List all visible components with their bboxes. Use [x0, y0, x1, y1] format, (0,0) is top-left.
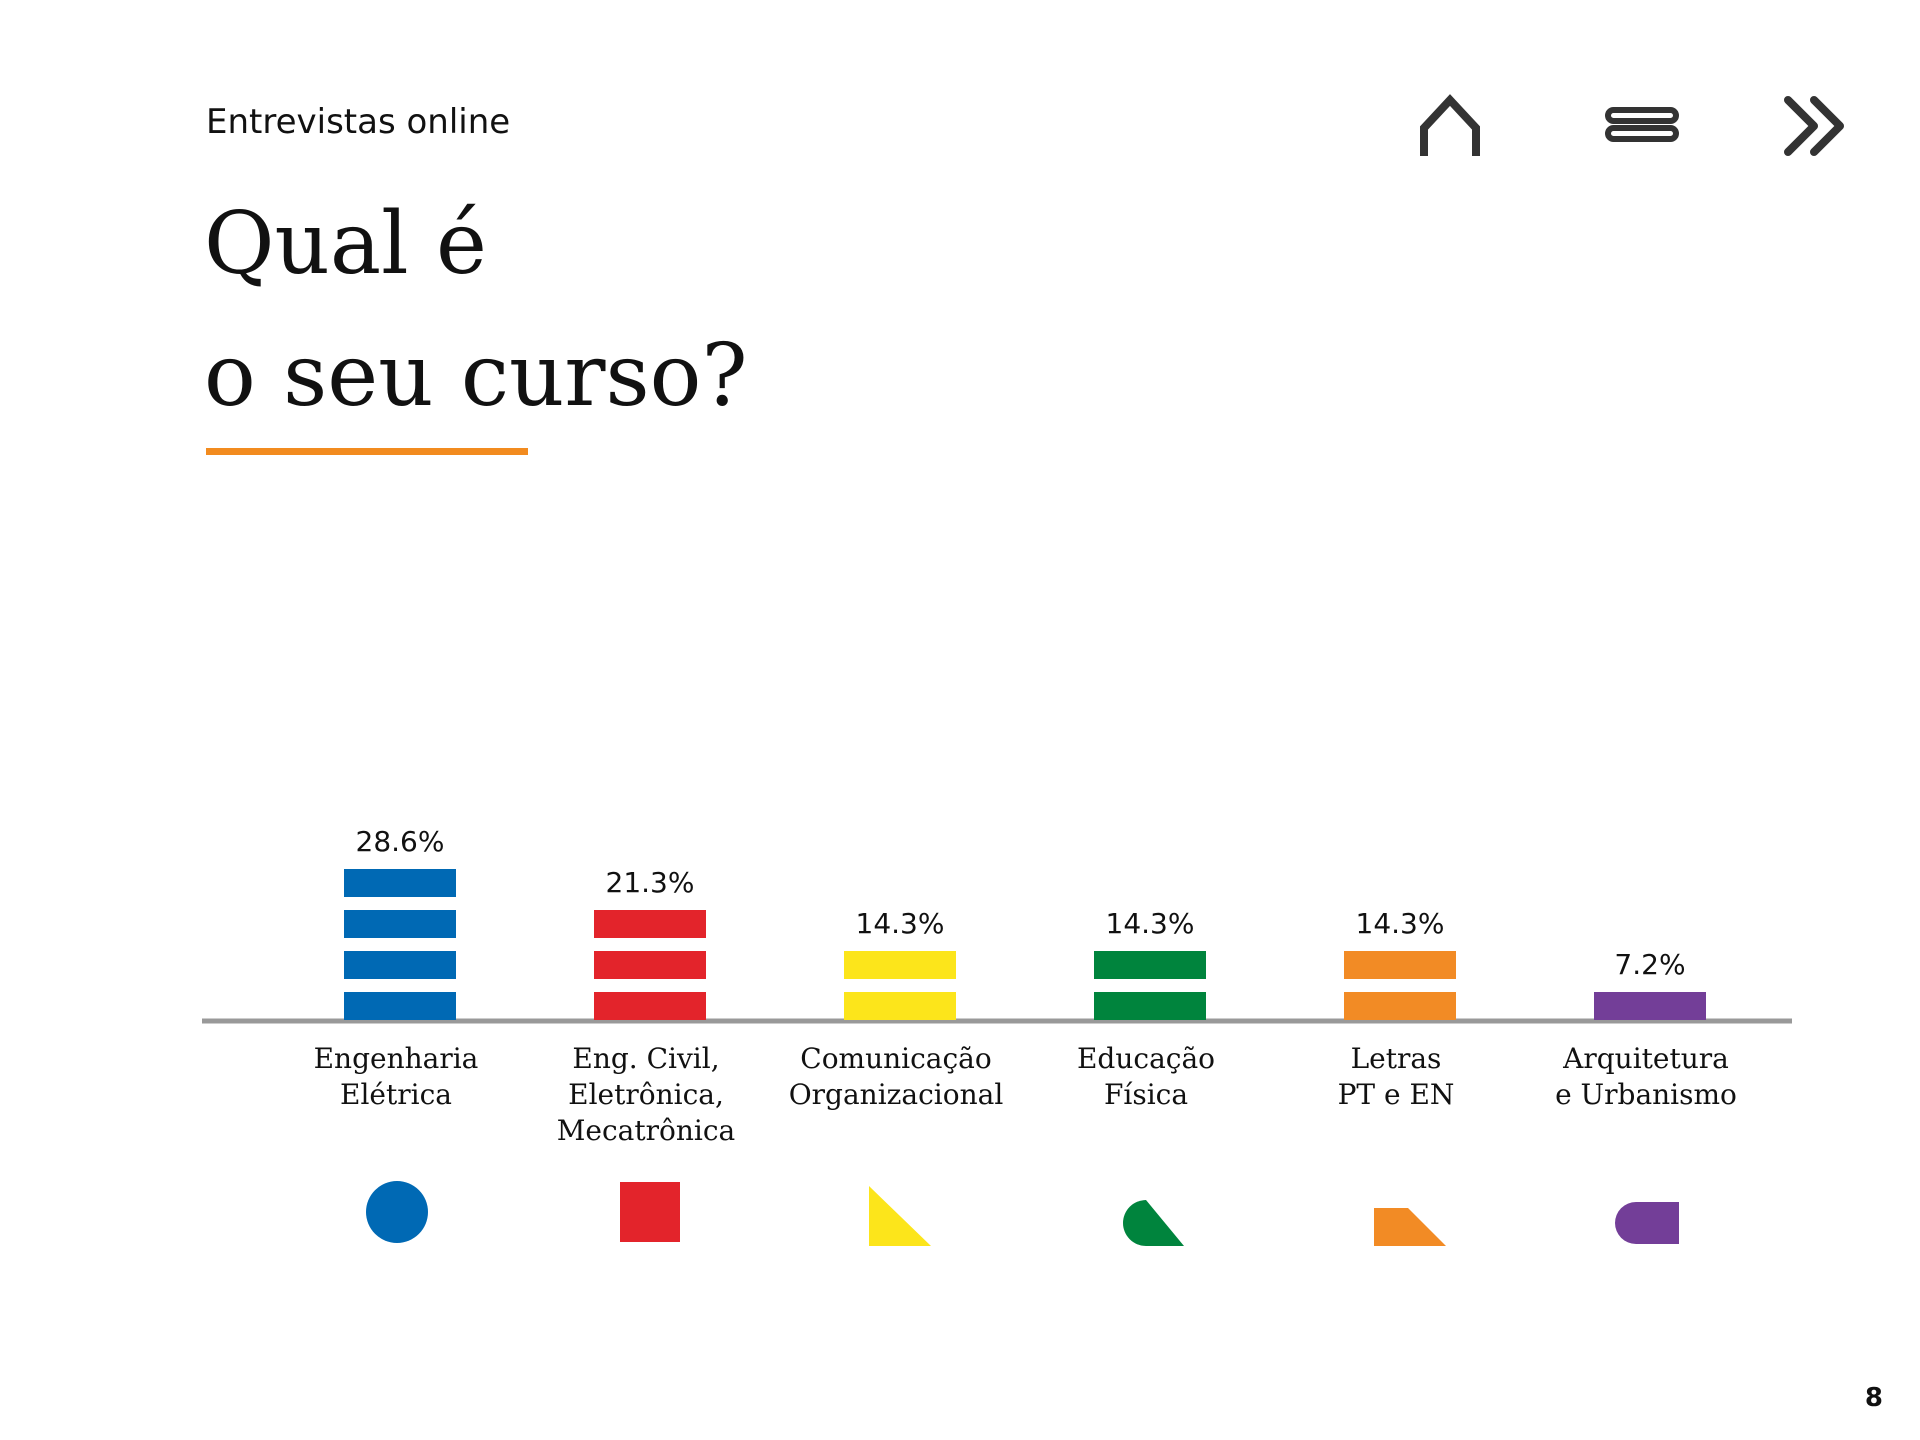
category-label: PT e EN — [1338, 1078, 1455, 1111]
bar-segment — [344, 951, 456, 979]
category-label: Elétrica — [340, 1078, 452, 1111]
page-title-line-2: o seu curso? — [204, 326, 748, 426]
bar-value-label: 14.3% — [1106, 907, 1195, 940]
trapezoid-shape-icon — [1374, 1208, 1446, 1246]
menu-icon — [1605, 107, 1679, 142]
bar-segment — [344, 910, 456, 938]
page-number: 8 — [1864, 1383, 1883, 1413]
title-underline — [206, 448, 528, 455]
category-label: Mecatrônica — [557, 1114, 735, 1147]
category-label: Comunicação — [800, 1042, 991, 1075]
bar-value-label: 21.3% — [606, 866, 695, 899]
bar-segment — [594, 910, 706, 938]
home-button[interactable] — [1410, 82, 1490, 162]
triangle-shape-icon — [869, 1186, 931, 1246]
category-label: Educação — [1077, 1042, 1215, 1075]
section-subtitle: Entrevistas online — [206, 102, 511, 142]
bar-segment — [594, 951, 706, 979]
pill-shape-icon — [1615, 1202, 1679, 1244]
category-label: Letras — [1351, 1042, 1442, 1075]
bar-value-label: 14.3% — [856, 907, 945, 940]
category-label: Organizacional — [789, 1078, 1004, 1111]
home-icon — [1420, 94, 1480, 156]
circle-shape-icon — [366, 1181, 428, 1243]
next-button[interactable] — [1780, 82, 1860, 162]
category-label: Eng. Civil, — [572, 1042, 719, 1075]
bar-segment — [344, 992, 456, 1020]
bar-value-label: 7.2% — [1614, 948, 1685, 981]
bar-segment — [844, 992, 956, 1020]
category-label: e Urbanismo — [1555, 1078, 1737, 1111]
category-label: Eletrônica, — [568, 1078, 724, 1111]
rounded-triangle-shape-icon — [1123, 1200, 1184, 1246]
bar-segment — [1344, 992, 1456, 1020]
page-title: Qual é o seu curso? — [204, 178, 748, 442]
bar-segment — [1094, 992, 1206, 1020]
double-chevron-right-icon — [1784, 96, 1844, 156]
page-title-line-1: Qual é — [204, 194, 487, 294]
bar-segment — [1344, 951, 1456, 979]
bar-value-label: 28.6% — [356, 825, 445, 858]
bar-segment — [1094, 951, 1206, 979]
bar-segment — [1594, 992, 1706, 1020]
category-label: Física — [1104, 1078, 1188, 1111]
menu-button[interactable] — [1602, 82, 1682, 162]
category-label: Engenharia — [314, 1042, 479, 1075]
category-label: Arquitetura — [1562, 1042, 1729, 1075]
bar-value-label: 14.3% — [1356, 907, 1445, 940]
bar-segment — [344, 869, 456, 897]
bar-segment — [594, 992, 706, 1020]
bar-segment — [844, 951, 956, 979]
square-shape-icon — [620, 1182, 680, 1242]
